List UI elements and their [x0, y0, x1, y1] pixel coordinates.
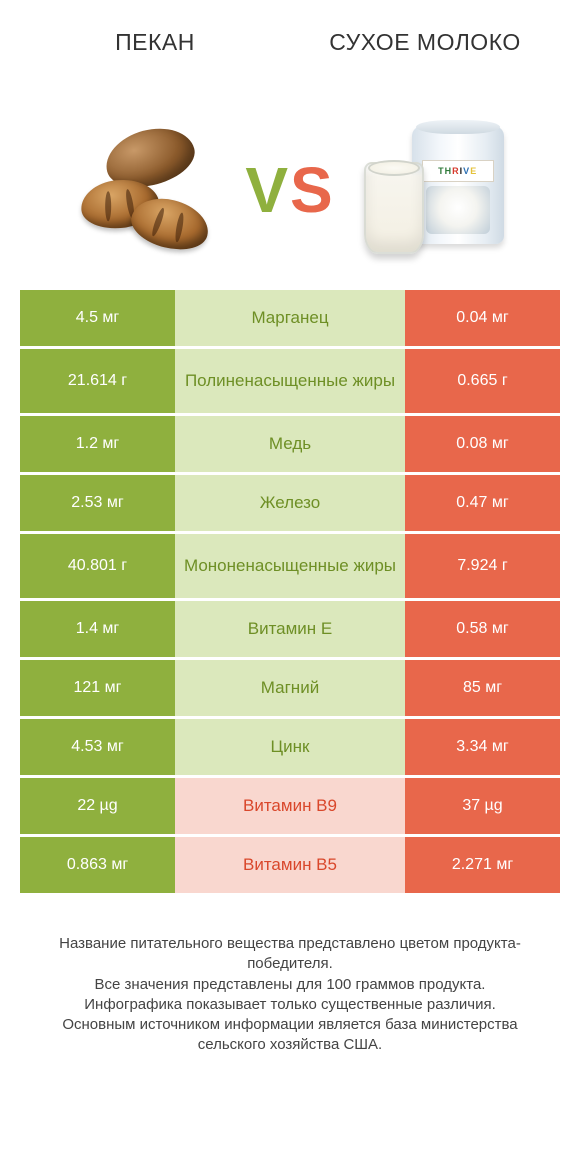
footer-line: Все значения представлены для 100 граммо…: [28, 975, 552, 995]
value-left: 121 мг: [20, 660, 175, 716]
nutrient-label: Марганец: [175, 290, 405, 346]
value-left: 22 µg: [20, 778, 175, 834]
nutrient-label: Мононенасыщенные жиры: [175, 534, 405, 598]
header: ПЕКАН СУХОЕ МОЛОКО: [0, 0, 580, 110]
footer-line: Инфографика показывает только существенн…: [28, 995, 552, 1015]
table-row: 4.53 мгЦинк3.34 мг: [20, 719, 560, 775]
product-right-image: THRIVE: [355, 120, 515, 260]
value-right: 0.58 мг: [405, 601, 560, 657]
table-row: 4.5 мгМарганец0.04 мг: [20, 290, 560, 346]
powdered-milk-icon: THRIVE: [360, 120, 510, 260]
value-left: 1.2 мг: [20, 416, 175, 472]
table-row: 2.53 мгЖелезо0.47 мг: [20, 475, 560, 531]
nutrient-label: Витамин E: [175, 601, 405, 657]
value-right: 0.04 мг: [405, 290, 560, 346]
vs-label: VS: [245, 153, 334, 227]
value-right: 2.271 мг: [405, 837, 560, 893]
value-left: 21.614 г: [20, 349, 175, 413]
nutrient-label: Полиненасыщенные жиры: [175, 349, 405, 413]
value-left: 2.53 мг: [20, 475, 175, 531]
table-row: 121 мгМагний85 мг: [20, 660, 560, 716]
value-left: 4.53 мг: [20, 719, 175, 775]
footer-notes: Название питательного вещества представл…: [0, 896, 580, 1056]
vs-s: S: [290, 154, 335, 226]
value-left: 1.4 мг: [20, 601, 175, 657]
value-right: 7.924 г: [405, 534, 560, 598]
nutrient-label: Витамин B5: [175, 837, 405, 893]
value-right: 0.47 мг: [405, 475, 560, 531]
table-row: 1.4 мгВитамин E0.58 мг: [20, 601, 560, 657]
nutrient-label: Магний: [175, 660, 405, 716]
value-right: 3.34 мг: [405, 719, 560, 775]
vs-row: VS THRIVE: [0, 110, 580, 290]
product-left-title: ПЕКАН: [20, 28, 290, 57]
product-right-title: СУХОЕ МОЛОКО: [290, 28, 560, 57]
value-right: 85 мг: [405, 660, 560, 716]
nutrient-label: Цинк: [175, 719, 405, 775]
footer-line: Название питательного вещества представл…: [28, 934, 552, 975]
table-row: 22 µgВитамин B937 µg: [20, 778, 560, 834]
value-left: 4.5 мг: [20, 290, 175, 346]
product-left-image: [65, 120, 225, 260]
vs-v: V: [245, 154, 290, 226]
comparison-table: 4.5 мгМарганец0.04 мг21.614 гПолиненасыщ…: [0, 290, 580, 893]
value-left: 40.801 г: [20, 534, 175, 598]
table-row: 40.801 гМононенасыщенные жиры7.924 г: [20, 534, 560, 598]
value-left: 0.863 мг: [20, 837, 175, 893]
value-right: 37 µg: [405, 778, 560, 834]
pecan-icon: [75, 130, 215, 250]
table-row: 0.863 мгВитамин B52.271 мг: [20, 837, 560, 893]
nutrient-label: Витамин B9: [175, 778, 405, 834]
table-row: 21.614 гПолиненасыщенные жиры0.665 г: [20, 349, 560, 413]
nutrient-label: Железо: [175, 475, 405, 531]
value-right: 0.08 мг: [405, 416, 560, 472]
value-right: 0.665 г: [405, 349, 560, 413]
footer-line: Основным источником информации является …: [28, 1015, 552, 1056]
table-row: 1.2 мгМедь0.08 мг: [20, 416, 560, 472]
nutrient-label: Медь: [175, 416, 405, 472]
